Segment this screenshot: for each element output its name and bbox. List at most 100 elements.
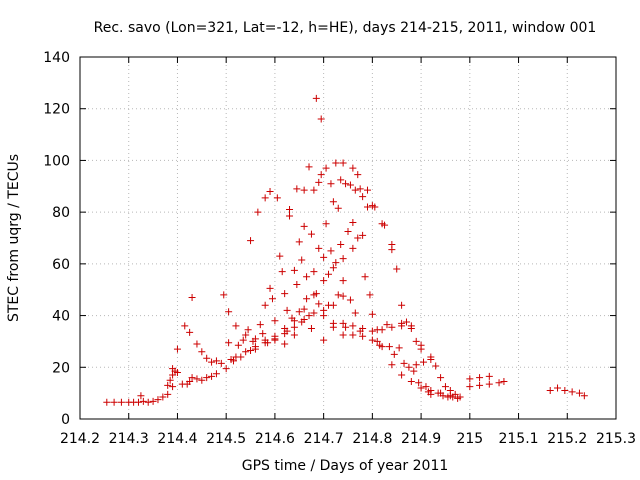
data-point — [300, 222, 308, 230]
data-point — [217, 359, 225, 367]
data-point — [388, 246, 396, 254]
data-point — [349, 322, 357, 330]
data-point — [317, 115, 325, 123]
data-point — [222, 365, 230, 373]
data-point — [295, 238, 303, 246]
data-point — [171, 367, 179, 375]
data-point — [278, 268, 286, 276]
data-point — [415, 379, 423, 387]
data-point — [220, 291, 228, 299]
data-point — [320, 336, 328, 344]
data-point — [327, 247, 335, 255]
data-point — [500, 378, 508, 386]
data-point — [339, 319, 347, 327]
data-point — [437, 389, 445, 397]
data-point — [266, 187, 274, 195]
data-point — [261, 301, 269, 309]
data-point — [310, 268, 318, 276]
data-point — [232, 353, 240, 361]
data-point — [293, 281, 301, 289]
data-point — [320, 253, 328, 261]
data-point — [405, 363, 413, 371]
data-point — [322, 220, 330, 228]
data-point — [546, 387, 554, 395]
data-point — [368, 327, 376, 335]
x-tick-label: 215.2 — [547, 431, 587, 447]
chart-title: Rec. savo (Lon=321, Lat=-12, h=HE), days… — [94, 20, 597, 36]
data-point — [134, 398, 142, 406]
data-point — [393, 265, 401, 273]
data-point — [271, 317, 279, 325]
data-point — [254, 208, 262, 216]
data-point — [412, 361, 420, 369]
data-point — [208, 358, 216, 366]
x-tick-label: 214.2 — [60, 431, 100, 447]
data-point — [339, 277, 347, 285]
y-tick-label: 140 — [43, 50, 70, 66]
data-point — [349, 244, 357, 252]
data-point — [325, 270, 333, 278]
data-point — [149, 397, 157, 405]
data-point — [337, 176, 345, 184]
data-point — [303, 295, 311, 303]
data-point — [422, 383, 430, 391]
data-point — [337, 240, 345, 248]
data-point — [295, 308, 303, 316]
data-point — [212, 370, 220, 378]
data-point — [188, 374, 196, 382]
data-point — [212, 357, 220, 365]
data-point — [466, 375, 474, 383]
x-tick-label: 214.6 — [255, 431, 295, 447]
data-point — [315, 178, 323, 186]
data-point — [259, 330, 267, 338]
data-point — [398, 371, 406, 379]
data-point — [186, 328, 194, 336]
data-point — [339, 255, 347, 263]
data-point — [359, 325, 367, 332]
data-point — [251, 343, 259, 351]
data-point — [329, 323, 337, 331]
data-point — [395, 344, 403, 352]
plot-frame — [79, 56, 617, 420]
y-tick-label: 20 — [52, 360, 70, 376]
data-point — [359, 193, 367, 201]
data-point — [305, 312, 313, 320]
data-point — [373, 337, 381, 345]
x-axis-title: GPS time / Days of year 2011 — [242, 458, 449, 474]
data-point — [349, 331, 357, 339]
data-point — [334, 204, 342, 212]
data-point — [198, 376, 206, 384]
data-point — [312, 94, 320, 102]
data-point — [456, 393, 464, 401]
data-point — [466, 383, 474, 391]
axis-ticks — [79, 56, 617, 420]
data-point — [476, 374, 484, 382]
data-point — [407, 378, 415, 386]
data-point — [451, 390, 459, 398]
data-point — [154, 396, 162, 404]
data-point — [281, 340, 289, 348]
y-tick-label: 100 — [43, 153, 70, 169]
data-point — [164, 381, 172, 389]
y-tick-label: 60 — [52, 257, 70, 273]
x-tick-label: 214.5 — [206, 431, 246, 447]
y-axis-title: STEC from uqrg / TECUs — [6, 154, 22, 322]
data-point — [203, 354, 211, 362]
x-tick-labels: 214.2 214.3 214.4 214.5 214.6 214.7 214.8 214.9… — [60, 431, 636, 447]
data-point — [575, 389, 583, 397]
data-point — [398, 319, 406, 327]
data-point — [300, 315, 308, 323]
data-point — [169, 383, 177, 391]
data-point — [208, 372, 216, 380]
data-point — [407, 322, 415, 330]
data-point — [186, 378, 194, 386]
data-point — [193, 340, 201, 348]
data-point — [286, 206, 294, 214]
data-point — [286, 212, 294, 220]
data-point — [354, 171, 362, 179]
data-point — [310, 186, 318, 194]
data-point — [349, 218, 357, 226]
data-point — [193, 375, 201, 383]
data-point — [332, 159, 340, 167]
data-point — [354, 234, 362, 242]
